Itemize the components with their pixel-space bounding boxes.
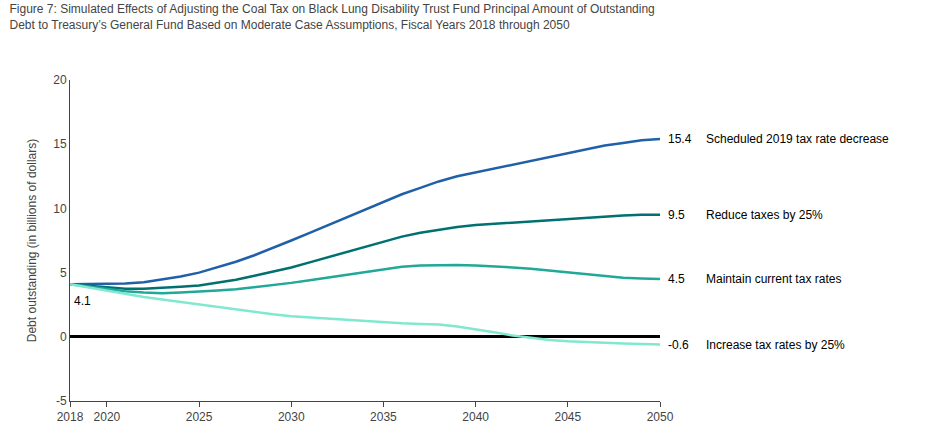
svg-text:9.5: 9.5 (668, 208, 685, 222)
svg-text:4.1: 4.1 (74, 294, 91, 308)
svg-text:20: 20 (53, 73, 67, 87)
svg-text:2030: 2030 (278, 410, 305, 424)
svg-text:2045: 2045 (554, 410, 581, 424)
svg-text:-0.6: -0.6 (668, 338, 689, 352)
svg-text:2018: 2018 (57, 410, 84, 424)
svg-text:4.5: 4.5 (668, 272, 685, 286)
svg-text:Increase tax rates by 25%: Increase tax rates by 25% (706, 338, 845, 352)
svg-text:Scheduled 2019 tax rate decrea: Scheduled 2019 tax rate decrease (706, 132, 889, 146)
svg-text:2025: 2025 (186, 410, 213, 424)
svg-text:2040: 2040 (462, 410, 489, 424)
svg-text:15: 15 (53, 137, 67, 151)
svg-text:5: 5 (60, 266, 67, 280)
svg-text:2050: 2050 (647, 410, 674, 424)
svg-text:0: 0 (60, 330, 67, 344)
svg-text:10: 10 (53, 202, 67, 216)
svg-text:Figure 7: Simulated Effects of: Figure 7: Simulated Effects of Adjusting… (10, 2, 655, 32)
svg-text:2035: 2035 (370, 410, 397, 424)
svg-text:Maintain current tax rates: Maintain current tax rates (706, 272, 841, 286)
svg-text:15.4: 15.4 (668, 132, 692, 146)
svg-text:2020: 2020 (94, 410, 121, 424)
svg-text:Reduce taxes by 25%: Reduce taxes by 25% (706, 208, 823, 222)
svg-text:Debt outstanding (in billions: Debt outstanding (in billions of dollars… (25, 139, 39, 342)
svg-text:-5: -5 (56, 394, 67, 408)
